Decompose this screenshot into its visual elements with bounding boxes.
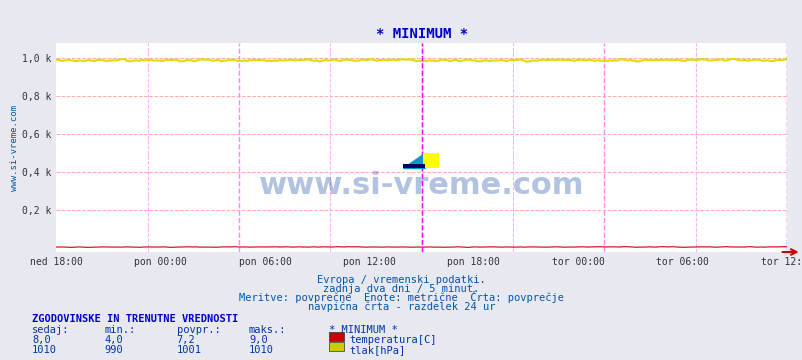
Text: Evropa / vremenski podatki.: Evropa / vremenski podatki. bbox=[317, 275, 485, 285]
Text: tlak[hPa]: tlak[hPa] bbox=[349, 345, 405, 355]
Text: povpr.:: povpr.: bbox=[176, 325, 220, 335]
Polygon shape bbox=[403, 153, 425, 168]
Text: 1010: 1010 bbox=[32, 345, 57, 355]
Text: 8,0: 8,0 bbox=[32, 335, 51, 345]
Text: min.:: min.: bbox=[104, 325, 136, 335]
Text: * MINIMUM *: * MINIMUM * bbox=[329, 325, 398, 335]
Text: 7,2: 7,2 bbox=[176, 335, 195, 345]
FancyBboxPatch shape bbox=[423, 153, 439, 168]
Text: sedaj:: sedaj: bbox=[32, 325, 70, 335]
Text: 1001: 1001 bbox=[176, 345, 201, 355]
FancyBboxPatch shape bbox=[403, 164, 425, 168]
Text: 990: 990 bbox=[104, 345, 123, 355]
Title: * MINIMUM *: * MINIMUM * bbox=[375, 27, 467, 41]
Text: www.si-vreme.com: www.si-vreme.com bbox=[258, 171, 584, 200]
Text: maks.:: maks.: bbox=[249, 325, 286, 335]
Text: 9,0: 9,0 bbox=[249, 335, 267, 345]
Text: navpična črta - razdelek 24 ur: navpična črta - razdelek 24 ur bbox=[307, 301, 495, 312]
Text: temperatura[C]: temperatura[C] bbox=[349, 335, 436, 345]
Text: ZGODOVINSKE IN TRENUTNE VREDNOSTI: ZGODOVINSKE IN TRENUTNE VREDNOSTI bbox=[32, 314, 238, 324]
Text: zadnja dva dni / 5 minut.: zadnja dva dni / 5 minut. bbox=[323, 284, 479, 294]
Text: Meritve: povprečne  Enote: metrične  Črta: povprečje: Meritve: povprečne Enote: metrične Črta:… bbox=[239, 291, 563, 303]
Y-axis label: www.si-vreme.com: www.si-vreme.com bbox=[10, 105, 19, 190]
Text: 1010: 1010 bbox=[249, 345, 273, 355]
Text: 4,0: 4,0 bbox=[104, 335, 123, 345]
